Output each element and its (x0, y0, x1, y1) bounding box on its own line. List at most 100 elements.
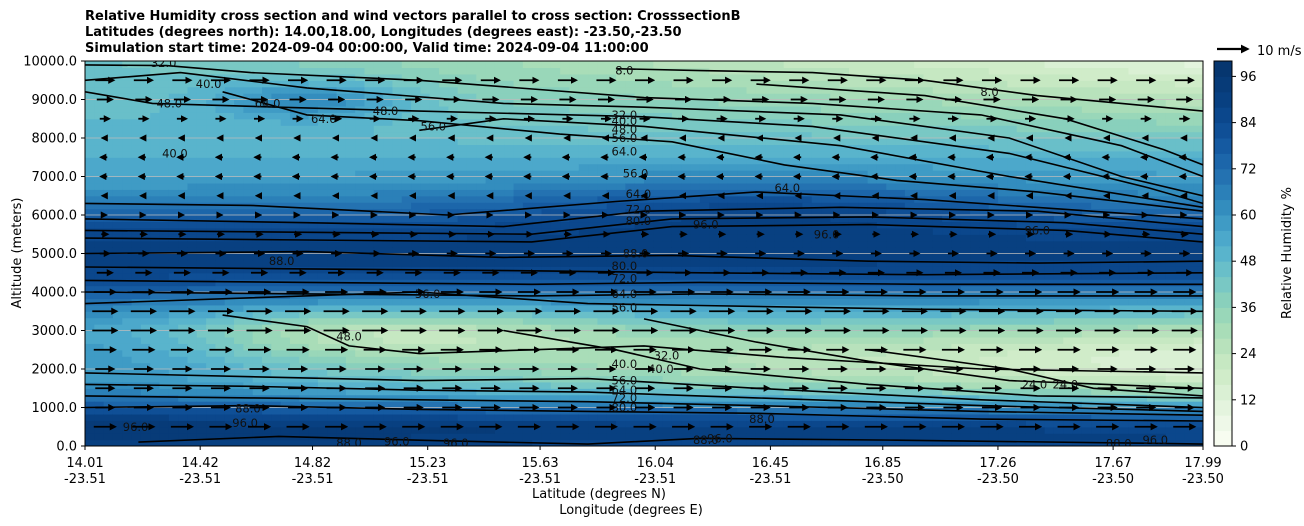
rh-fill-cell (94, 349, 105, 357)
rh-fill-cell (774, 298, 785, 306)
rh-fill-cell (224, 144, 235, 152)
rh-fill-cell (243, 439, 254, 446)
rh-fill-cell (411, 356, 421, 364)
rh-fill-cell (187, 413, 198, 421)
rh-fill-cell (578, 80, 589, 88)
rh-fill-cell (774, 234, 785, 242)
rh-fill-cell (634, 413, 645, 421)
rh-fill-cell (224, 105, 235, 113)
rh-fill-cell (196, 343, 207, 351)
rh-fill-cell (429, 227, 440, 235)
rh-fill-cell (597, 330, 608, 338)
rh-fill-cell (830, 407, 841, 415)
rh-fill-cell (569, 144, 580, 152)
rh-fill-cell (597, 202, 608, 210)
rh-fill-cell (634, 407, 645, 415)
rh-fill-cell (85, 266, 95, 274)
rh-fill-cell (755, 266, 766, 274)
rh-fill-cell (569, 221, 580, 229)
rh-fill-cell (392, 105, 403, 113)
rh-fill-cell (681, 99, 692, 107)
rh-fill-cell (345, 388, 356, 396)
rh-fill-cell (811, 80, 822, 88)
rh-fill-cell (280, 240, 291, 248)
rh-fill-cell (373, 285, 384, 293)
rh-fill-cell (280, 375, 291, 383)
rh-fill-cell (122, 356, 133, 364)
rh-fill-cell (793, 266, 803, 274)
rh-fill-cell (858, 388, 869, 396)
rh-fill-cell (383, 375, 394, 383)
rh-fill-cell (159, 407, 170, 415)
rh-fill-cell (727, 195, 738, 203)
rh-fill-cell (234, 330, 244, 338)
rh-fill-cell (578, 285, 589, 293)
rh-fill-cell (839, 439, 850, 446)
rh-fill-cell (634, 362, 645, 370)
rh-fill-cell (569, 105, 580, 113)
rh-fill-cell (150, 105, 161, 113)
rh-fill-cell (504, 118, 515, 126)
rh-fill-cell (224, 86, 235, 94)
rh-fill-cell (597, 349, 608, 357)
rh-fill-cell (616, 176, 626, 184)
rh-fill-cell (727, 208, 738, 216)
rh-fill-cell (541, 349, 552, 357)
rh-fill-cell (411, 125, 421, 133)
rh-fill-cell (429, 298, 440, 306)
rh-fill-cell (737, 138, 748, 146)
rh-fill-cell (625, 61, 636, 69)
rh-fill-cell (383, 394, 394, 402)
rh-fill-cell (634, 381, 645, 389)
rh-fill-cell (709, 202, 720, 210)
rh-fill-cell (625, 407, 636, 415)
rh-fill-cell (429, 324, 440, 332)
rh-fill-cell (783, 93, 794, 101)
rh-fill-cell (644, 208, 654, 216)
rh-fill-cell (466, 285, 477, 293)
rh-fill-cell (122, 426, 133, 434)
rh-fill-cell (94, 240, 105, 248)
rh-fill-cell (821, 93, 831, 101)
rh-fill-cell (429, 131, 440, 139)
rh-fill-cell (560, 272, 571, 280)
rh-fill-cell (616, 272, 626, 280)
rh-fill-cell (150, 170, 161, 178)
rh-fill-cell (215, 407, 226, 415)
rh-fill-cell (262, 67, 272, 75)
rh-fill-cell (439, 163, 449, 171)
rh-fill-cell (746, 112, 757, 120)
rh-fill-cell (103, 304, 114, 312)
rh-fill-cell (168, 215, 179, 223)
rh-fill-cell (85, 381, 95, 389)
rh-fill-cell (578, 298, 589, 306)
rh-fill-cell (336, 259, 347, 267)
rh-fill-cell (308, 311, 319, 319)
rh-fill-cell (690, 407, 701, 415)
rh-fill-cell (345, 247, 356, 255)
rh-fill-cell (234, 182, 244, 190)
rh-fill-cell (541, 234, 552, 242)
rh-fill-cell (765, 234, 776, 242)
rh-fill-cell (839, 131, 850, 139)
rh-fill-cell (513, 195, 524, 203)
rh-fill-cell (504, 285, 515, 293)
rh-fill-cell (355, 388, 366, 396)
rh-fill-cell (243, 349, 254, 357)
rh-fill-cell (718, 426, 729, 434)
rh-fill-cell (793, 86, 803, 94)
rh-fill-cell (178, 369, 189, 377)
rh-fill-cell (504, 202, 515, 210)
rh-fill-cell (727, 105, 738, 113)
rh-fill-cell (457, 375, 468, 383)
rh-fill-cell (783, 234, 794, 242)
rh-fill-cell (308, 80, 319, 88)
rh-fill-cell (811, 413, 822, 421)
rh-fill-cell (830, 272, 841, 280)
rh-fill-cell (392, 182, 403, 190)
rh-fill-cell (168, 112, 179, 120)
rh-fill-cell (690, 356, 701, 364)
rh-fill-cell (85, 163, 95, 171)
rh-fill-cell (662, 163, 673, 171)
rh-fill-cell (271, 247, 282, 255)
